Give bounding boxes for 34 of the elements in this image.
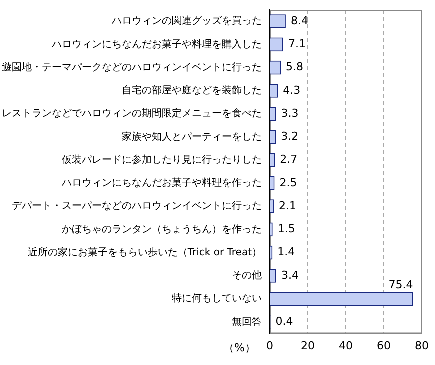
y-tick-label: 自宅の部屋や庭などを装飾した [122,84,262,97]
data-label: 7.1 [288,38,306,51]
data-label: 4.3 [283,84,301,97]
y-tick-label: かぼちゃのランタン（ちょうちん）を作った [62,224,262,236]
data-label: 2.1 [278,199,296,212]
data-label: 3.3 [281,106,299,120]
data-label: 0.4 [276,315,294,328]
y-tick-label: ハロウィンにちなんだお菓子や料理を購入した [51,38,262,50]
data-label: 1.5 [278,222,296,236]
x-tick-label: 80 [415,339,429,352]
x-tick-label: 0 [266,339,274,352]
y-tick-label: 家族や知人とパーティーをした [122,130,262,143]
data-label: 8.4 [290,14,308,28]
data-label: 75.4 [388,278,414,292]
data-label: 3.2 [281,130,299,144]
data-label: 3.4 [281,268,299,282]
x-axis-title: （%） [224,341,256,354]
data-label: 2.5 [280,176,298,190]
y-tick-label: 特に何もしていない [172,292,262,305]
data-label: 5.8 [286,60,304,74]
y-tick-label: ハロウィンの関連グッズを買った [111,15,262,28]
y-tick-label: ハロウィンにちなんだお菓子や料理を作った [61,177,262,190]
data-label: 1.4 [278,246,296,259]
y-tick-label: その他 [232,270,262,282]
data-label: 2.7 [280,153,298,166]
y-tick-label: デパート・スーパーなどのハロウィンイベントに行った [12,201,262,212]
x-tick-label: 60 [377,339,391,352]
y-tick-label: 仮装パレードに参加したり見に行ったりした [62,154,262,166]
y-tick-label: レストランなどでハロウィンの期間限定メニューを食べた [2,108,262,120]
y-tick-label: 遊園地・テーマパークなどのハロウィンイベントに行った [2,61,262,74]
x-tick-label: 20 [301,339,315,352]
x-tick-label: 40 [339,339,353,352]
y-tick-label: 無回答 [232,316,262,328]
y-tick-label: 近所の家にお菓子をもらい歩いた（Trick or Treat） [28,246,262,258]
